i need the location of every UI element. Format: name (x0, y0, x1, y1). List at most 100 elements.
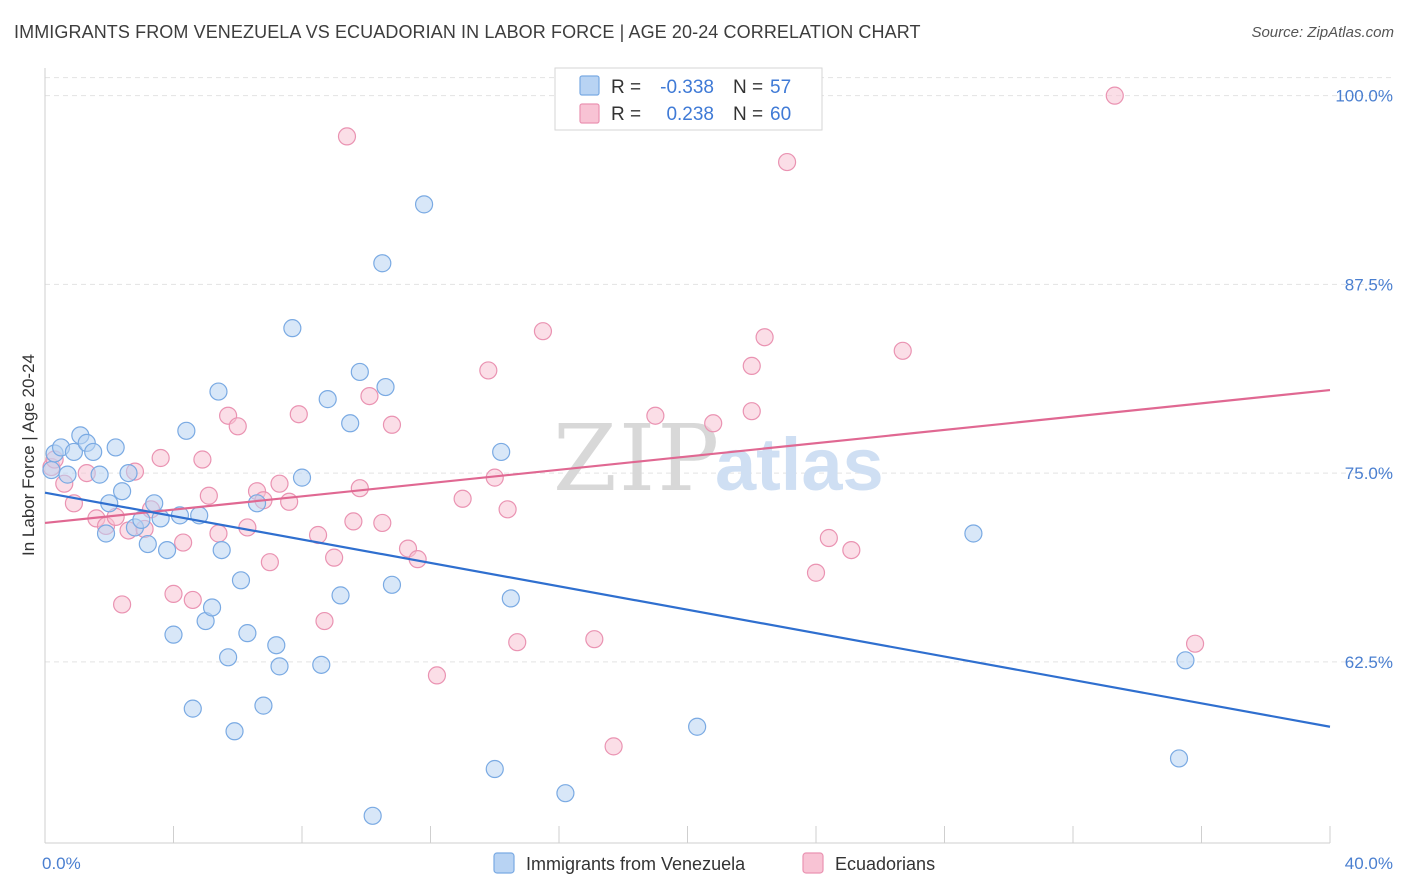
venezuela-point (341, 414, 360, 433)
venezuela-point (688, 717, 707, 736)
ecuadorians-point (360, 386, 379, 406)
venezuela-point (225, 722, 244, 741)
y-tick-label: 87.5% (1345, 275, 1393, 294)
ecuadorians-point (777, 152, 797, 172)
ecuadorians-point (498, 500, 517, 519)
venezuela-point (209, 382, 228, 401)
legend-n-label: N = (733, 77, 763, 98)
ecuadorians-point (533, 322, 553, 341)
ecuadorians-point (344, 512, 363, 531)
venezuela-point (501, 589, 520, 608)
ecuadorians-point (193, 450, 212, 469)
ecuadorians-point (1105, 86, 1124, 105)
ecuadorians-point (646, 406, 665, 425)
venezuela-point (247, 494, 267, 513)
ecuadorians-point (508, 633, 527, 652)
venezuela-point (414, 195, 434, 214)
ecuadorians-point (604, 737, 623, 756)
ecuadorians-point (164, 584, 183, 603)
venezuela-point (64, 442, 84, 462)
x-tick-label-max: 40.0% (1345, 854, 1393, 873)
venezuela-point (238, 624, 257, 643)
venezuela-point (254, 696, 273, 715)
venezuela-point (292, 468, 312, 487)
ecuadorians-point (453, 489, 472, 508)
ecuadorians-point (1185, 634, 1205, 653)
venezuela-point (283, 319, 302, 338)
ecuadorians-point (183, 590, 202, 610)
chart-title: IMMIGRANTS FROM VENEZUELA VS ECUADORIAN … (14, 22, 921, 42)
x-tick-label-min: 0.0% (42, 854, 81, 873)
bottom-legend-swatch-ecuadorians (802, 852, 824, 874)
venezuela-point (1169, 749, 1189, 768)
venezuela-point (485, 759, 504, 779)
ecuadorians-point (325, 548, 344, 567)
venezuela-point (376, 377, 395, 397)
venezuela-trend-line (44, 491, 1331, 728)
ecuadorians-point (174, 533, 193, 552)
ecuadorians-point (842, 540, 861, 560)
legend-swatch-venezuela (579, 75, 600, 96)
venezuela-point (177, 421, 196, 440)
watermark: ZIP atlas (553, 405, 884, 512)
venezuela-point (157, 540, 177, 560)
venezuela-point (183, 699, 202, 718)
y-tick-label: 100.0% (1335, 87, 1393, 106)
venezuela-point (202, 598, 222, 617)
venezuela-point (312, 655, 331, 674)
ecuadorians-point (260, 553, 279, 572)
ecuadorians-point (704, 414, 723, 433)
y-tick-label: 62.5% (1345, 653, 1393, 672)
ecuadorians-point (228, 417, 247, 436)
y-axis-label: In Labor Force | Age 20-24 (19, 354, 38, 556)
legend-n-value-ecuadorians: 60 (770, 104, 791, 125)
legend-r-label: R = (611, 77, 641, 98)
x-tick-labels: 0.0% 40.0% (42, 854, 1393, 873)
ecuadorians-point (315, 611, 334, 631)
venezuela-point (219, 648, 238, 667)
legend-r-label: R = (611, 104, 641, 125)
venezuela-point (231, 571, 251, 590)
ecuadorians-trend-line (44, 388, 1331, 525)
bottom-legend-label-venezuela: Immigrants from Venezuela (526, 854, 746, 874)
axes (44, 68, 1331, 844)
legend-r-value-ecuadorians: 0.238 (666, 104, 714, 125)
venezuela-point (267, 636, 286, 655)
ecuadorians-point (209, 524, 228, 543)
venezuela-point (90, 465, 109, 484)
venezuela-point (382, 575, 402, 594)
venezuela-point (58, 465, 77, 484)
ecuadorians-point (806, 563, 826, 582)
legend-swatch-ecuadorians (579, 103, 600, 124)
venezuela-point (1176, 651, 1195, 670)
venezuela-point (145, 494, 164, 513)
ecuadorians-point (350, 479, 369, 498)
watermark-atlas: atlas (715, 423, 884, 506)
venezuela-point (96, 524, 116, 543)
venezuela-point (164, 625, 183, 644)
ecuadorians-point (199, 486, 218, 505)
venezuela-point (112, 482, 132, 501)
venezuela-point (212, 540, 231, 560)
ecuadorians-point (373, 513, 392, 533)
ecuadorians-point (755, 328, 774, 347)
ecuadorians-point (270, 474, 289, 493)
ecuadorians-point (585, 630, 604, 649)
venezuela-point (42, 460, 61, 480)
venezuela-point (138, 534, 157, 554)
y-tick-labels: 62.5% 75.0% 87.5% 100.0% (1335, 87, 1393, 672)
venezuela-point (373, 254, 392, 273)
venezuela-point (350, 362, 369, 382)
venezuela-point (964, 524, 983, 543)
bottom-legend-label-ecuadorians: Ecuadorians (835, 854, 935, 874)
watermark-zip: ZIP (553, 405, 721, 512)
venezuela-point (119, 463, 138, 483)
ecuadorians-point (151, 448, 170, 468)
venezuela-point (132, 510, 151, 530)
venezuela-point (84, 442, 103, 462)
source-label: Source: ZipAtlas.com (1251, 24, 1394, 41)
ecuadorians-point (742, 402, 761, 421)
venezuela-point (556, 784, 575, 803)
legend-n-value-venezuela: 57 (770, 77, 791, 98)
